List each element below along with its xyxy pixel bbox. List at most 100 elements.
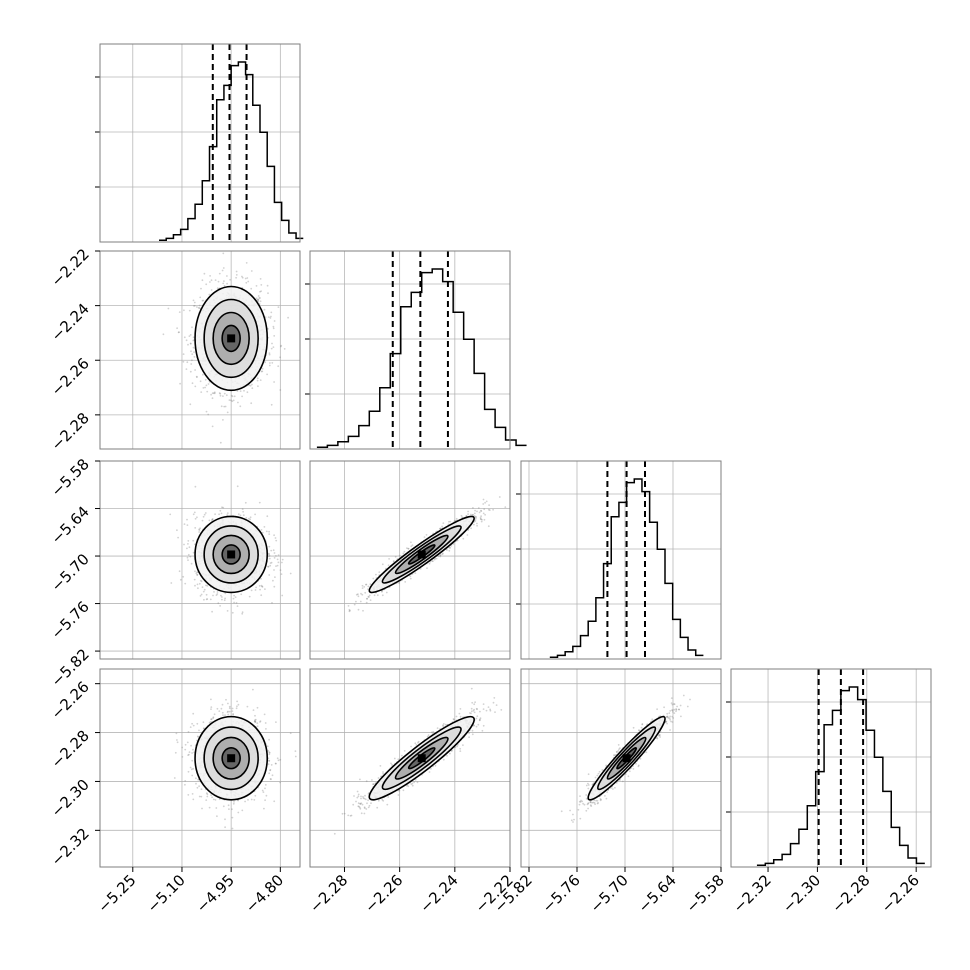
sample-point: [189, 403, 192, 406]
sample-point: [187, 343, 189, 346]
sample-point: [193, 304, 196, 307]
sample-point: [268, 545, 271, 548]
sample-point: [435, 557, 438, 560]
sample-point: [369, 599, 372, 601]
sample-point: [216, 815, 218, 818]
sample-point: [403, 550, 406, 553]
sample-point: [216, 287, 219, 290]
sample-point: [202, 299, 205, 302]
sample-point: [200, 580, 203, 583]
sample-point: [349, 609, 351, 612]
sample-point: [251, 383, 253, 386]
sample-point: [260, 594, 263, 597]
sample-point: [213, 391, 216, 394]
sample-point: [256, 298, 259, 301]
sample-point: [477, 507, 480, 509]
y-tick-label: −5.82: [48, 645, 93, 690]
sample-point: [281, 594, 284, 597]
sample-point: [179, 578, 182, 581]
y-tick-label: −2.26: [48, 354, 93, 399]
sample-point: [231, 400, 234, 403]
sample-point: [250, 287, 253, 290]
sample-point: [218, 272, 221, 275]
sample-point: [241, 508, 244, 510]
contour-line: [221, 544, 241, 565]
sample-point: [272, 325, 275, 328]
sample-point: [472, 514, 474, 516]
panel-1-1: [305, 250, 527, 450]
sample-point: [232, 713, 235, 716]
panel-2-0: −5.82−5.76−5.70−5.64−5.58: [48, 455, 301, 690]
sample-point: [195, 572, 198, 575]
sample-point: [254, 513, 256, 516]
sample-point: [233, 601, 236, 604]
sample-point: [360, 592, 362, 595]
sample-point: [357, 595, 360, 598]
sample-point: [258, 297, 261, 299]
sample-point: [202, 515, 205, 518]
sample-point: [198, 729, 200, 732]
sample-point: [191, 759, 194, 762]
sample-point: [232, 597, 235, 600]
sample-point: [474, 520, 477, 522]
panel-frame: [309, 460, 511, 660]
sample-point: [274, 537, 277, 539]
sample-point: [357, 593, 359, 596]
sample-point: [210, 289, 213, 291]
y-tick-label: −5.58: [48, 455, 93, 500]
sample-point: [294, 750, 297, 752]
sample-point: [409, 575, 412, 578]
sample-point: [465, 515, 468, 517]
sample-point: [204, 512, 207, 514]
sample-point: [273, 335, 276, 337]
sample-point: [483, 518, 486, 521]
sample-point: [268, 738, 270, 741]
sample-point: [466, 534, 469, 536]
sample-point: [381, 590, 383, 593]
sample-point: [205, 584, 207, 587]
sample-point: [276, 558, 279, 561]
panel-frame: [99, 43, 301, 243]
sample-point: [189, 342, 192, 345]
sample-point: [222, 805, 225, 808]
sample-point: [533, 482, 535, 484]
sample-point: [191, 382, 194, 385]
sample-point: [268, 352, 271, 354]
sample-point: [287, 316, 289, 319]
sample-point: [245, 262, 248, 264]
sample-point: [256, 377, 259, 380]
sample-point: [462, 537, 465, 540]
sample-point: [406, 547, 408, 549]
sample-point: [199, 527, 202, 530]
sample-point: [209, 275, 212, 277]
sample-point: [267, 565, 269, 568]
sample-point: [205, 384, 208, 387]
sample-point: [191, 359, 193, 362]
sample-point: [381, 594, 384, 597]
panel-frame: [99, 460, 301, 660]
sample-point: [191, 722, 194, 725]
y-tick-label: −5.76: [48, 598, 93, 643]
sample-point: [273, 320, 276, 322]
sample-point: [246, 277, 249, 279]
sample-point: [449, 546, 451, 549]
sample-point: [266, 373, 268, 376]
sample-point: [192, 339, 195, 342]
sample-point: [279, 356, 281, 359]
sample-point: [179, 382, 182, 385]
sample-point: [439, 527, 442, 530]
sample-point: [498, 496, 501, 498]
sample-point: [200, 287, 202, 290]
sample-point: [261, 586, 264, 588]
sample-point: [223, 280, 225, 282]
sample-point: [236, 700, 239, 703]
sample-point: [256, 379, 259, 382]
sample-point: [231, 808, 233, 811]
sample-point: [224, 405, 227, 408]
sample-point: [214, 279, 217, 281]
sample-point: [221, 598, 223, 601]
sample-point: [254, 719, 256, 721]
sample-point: [487, 525, 490, 528]
sample-point: [193, 578, 196, 581]
sample-point: [178, 570, 181, 573]
